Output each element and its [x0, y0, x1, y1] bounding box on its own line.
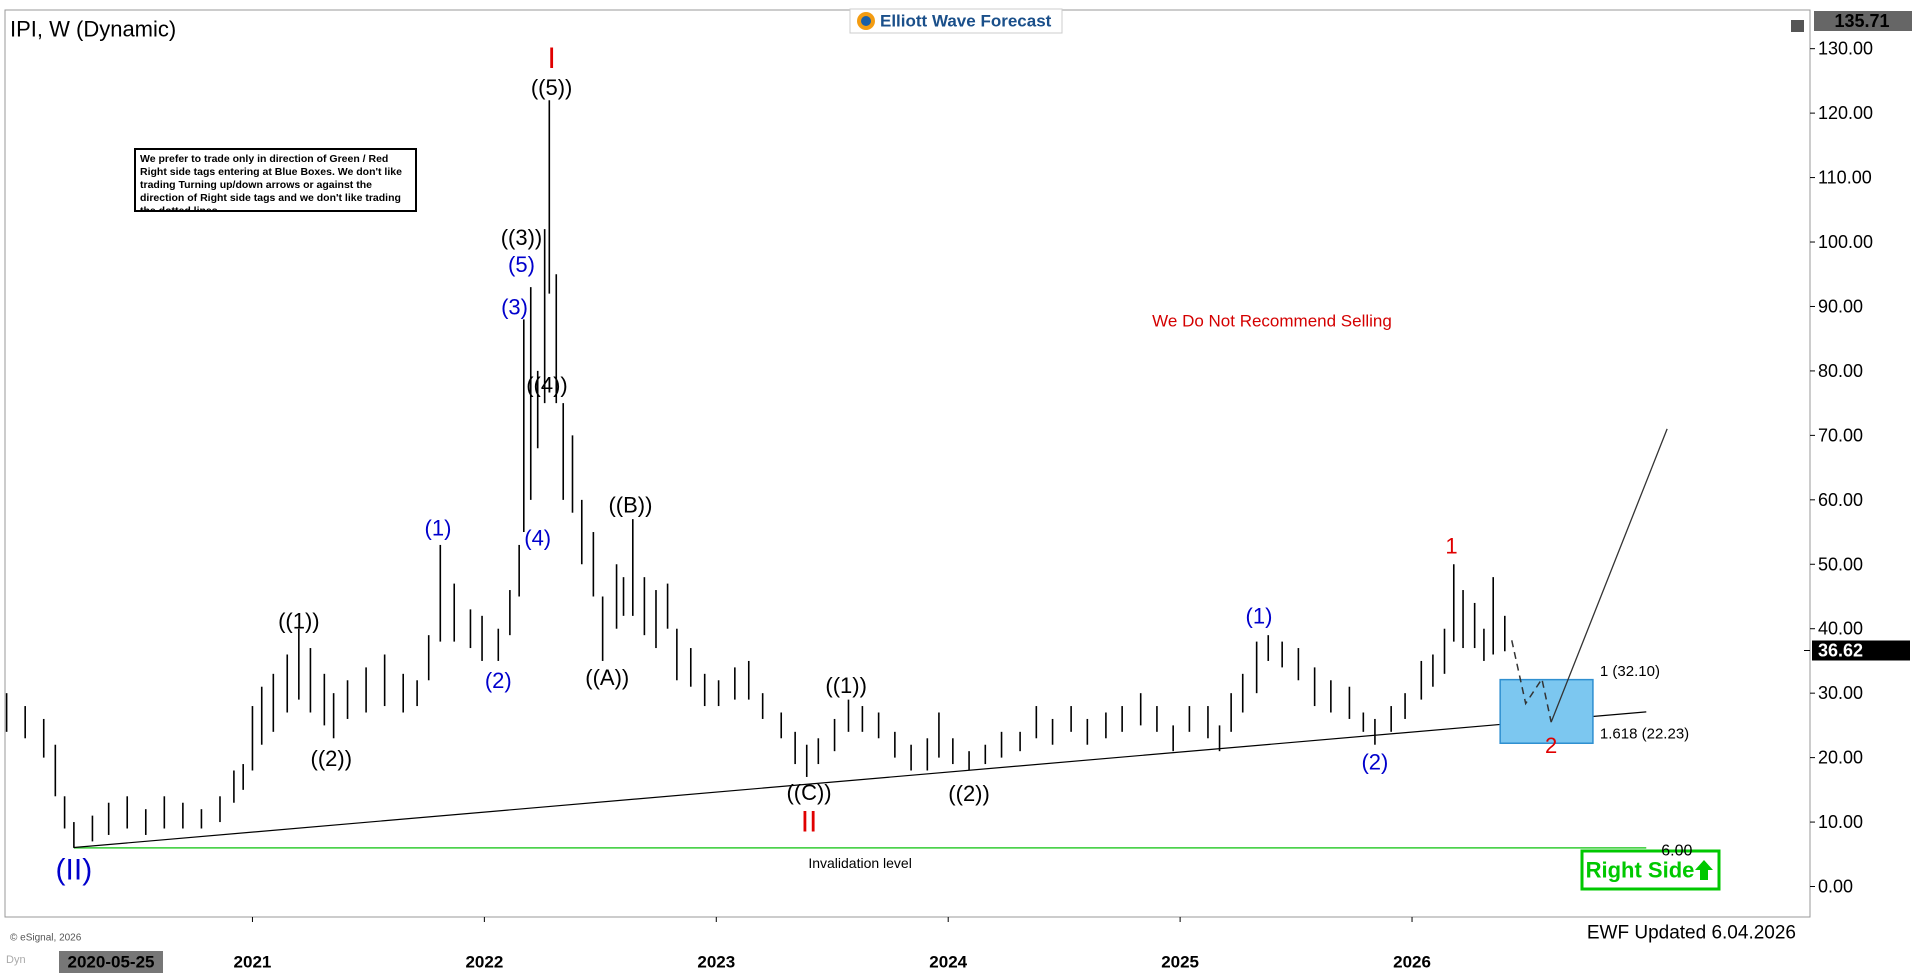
logo-box — [849, 8, 1063, 34]
x-tick-label: 2026 — [1393, 953, 1431, 972]
wave-label: 2 — [1545, 733, 1557, 758]
invalidation-text: Invalidation level — [808, 855, 912, 871]
updated-box — [1576, 920, 1802, 946]
wave-label: (1) — [425, 516, 452, 541]
wave-label: 1 — [1445, 534, 1457, 559]
x-tick-label: 2024 — [929, 953, 967, 972]
y-tick-label: 70.00 — [1818, 425, 1863, 445]
y-tick-label: 0.00 — [1818, 877, 1853, 897]
note-box: We prefer to trade only in direction of … — [134, 148, 417, 212]
wave-label: ((4)) — [526, 373, 568, 398]
y-tick-label: 100.00 — [1818, 232, 1873, 252]
x-tick-label: 2021 — [234, 953, 272, 972]
right-side-text: Right Side — [1586, 858, 1695, 883]
wave-label: (5) — [508, 252, 535, 277]
target-high-label: 1 (32.10) — [1600, 663, 1660, 680]
wave-label: II — [801, 806, 818, 839]
y-tick-label: 80.00 — [1818, 361, 1863, 381]
wave-label: ((2)) — [311, 746, 353, 771]
target-box — [1499, 678, 1594, 744]
y-tick-label: 110.00 — [1818, 168, 1872, 188]
wave-label: (II) — [56, 853, 93, 886]
last-price-box — [1812, 640, 1910, 661]
wave-label: ((2)) — [948, 781, 990, 806]
right-side-tag: Right Side — [1580, 849, 1721, 891]
wave-label: ((1)) — [278, 608, 320, 633]
x-start-label: 2020-05-25 — [68, 953, 155, 972]
y-tick-label: 120.00 — [1818, 103, 1873, 123]
wave-label: ((3)) — [501, 225, 543, 250]
source-text: © eSignal, 2026 — [10, 933, 82, 944]
target-low-label: 1.618 (22.23) — [1600, 726, 1689, 743]
note-text: We prefer to trade only in direction of … — [134, 148, 417, 212]
x-tick-label: 2023 — [697, 953, 735, 972]
wave-label: (1) — [1246, 603, 1273, 628]
y-tick-label: 130.00 — [1818, 39, 1873, 59]
y-tick-label: 50.00 — [1818, 554, 1863, 574]
chart-title: IPI, W (Dynamic) — [10, 17, 176, 42]
wave-label: ((B)) — [608, 492, 652, 517]
window-icon — [1791, 20, 1804, 32]
axis-top-label: 135.71 — [1834, 11, 1889, 31]
x-tick-label: 2022 — [465, 953, 503, 972]
updated-text: EWF Updated 6.04.2026 — [1587, 923, 1796, 944]
wave-label: (2) — [1361, 750, 1388, 775]
projection-solid — [1550, 428, 1668, 723]
y-tick-label: 20.00 — [1818, 748, 1863, 768]
warning-text: We Do Not Recommend Selling — [1152, 312, 1392, 331]
logo-icon-inner — [861, 16, 871, 26]
invalidation-label: 6.00 — [1661, 842, 1692, 859]
mode-text: Dyn — [6, 954, 26, 966]
last-price-label: 36.62 — [1818, 641, 1863, 661]
axis-top-box — [1814, 11, 1912, 31]
y-tick-label: 40.00 — [1818, 619, 1863, 639]
wave-label: I — [547, 42, 555, 75]
wave-label: ((C)) — [786, 780, 831, 805]
wave-label: (3) — [501, 295, 528, 320]
wave-label: (4) — [524, 525, 551, 550]
up-arrow — [1695, 860, 1713, 880]
x-start-box — [59, 951, 163, 973]
y-tick-label: 60.00 — [1818, 490, 1863, 510]
logo-text: Elliott Wave Forecast — [880, 12, 1052, 31]
wave-label: (2) — [485, 668, 512, 693]
x-tick-label: 2025 — [1161, 953, 1199, 972]
wave-label: ((5)) — [531, 75, 573, 100]
logo: Elliott Wave Forecast — [849, 8, 1063, 34]
trend-line — [73, 711, 1647, 849]
y-tick-label: 10.00 — [1818, 812, 1863, 832]
wave-label: ((A)) — [585, 665, 629, 690]
wave-label: ((1)) — [825, 673, 867, 698]
y-tick-label: 30.00 — [1818, 683, 1863, 703]
y-tick-label: 90.00 — [1818, 296, 1863, 316]
